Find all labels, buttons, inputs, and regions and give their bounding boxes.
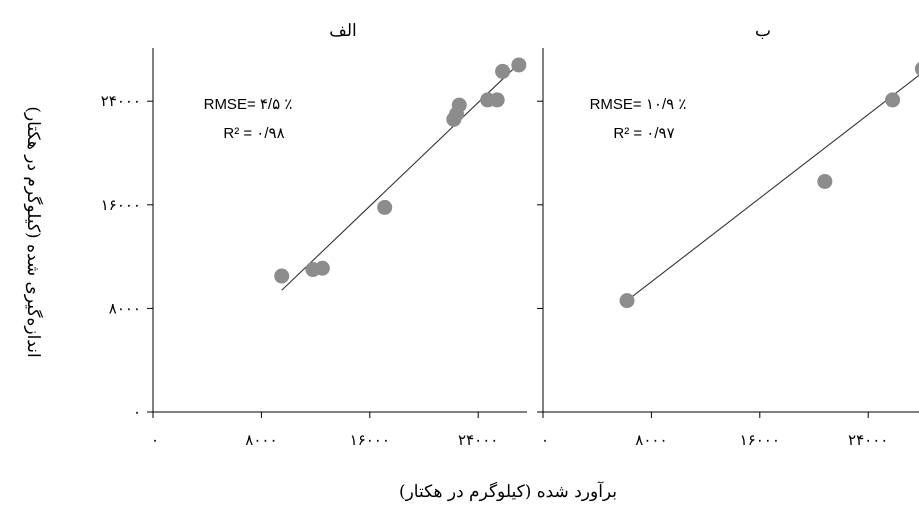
panel-1-rmse-label: RMSE= ۴/۵ ٪ (204, 96, 293, 113)
panel-2-data-point (817, 173, 833, 189)
panel-title-1: الف (329, 21, 357, 41)
panel-1-data-point (377, 199, 393, 215)
panel-2-fit-line (626, 74, 919, 302)
panel-1-data-point (314, 260, 330, 276)
panel-2-x-tick-label-3: ۲۴۰۰۰ (848, 431, 888, 449)
panel-1-x-tick-label-2: ۱۶۰۰۰ (350, 431, 390, 449)
panel-2-data-point (619, 293, 635, 309)
panel-2-rmse-label: RMSE= ۱۰/۹ ٪ (590, 96, 687, 113)
panel-2-data-point (914, 62, 919, 76)
panel-2-x-tick-label-0: ۰ (541, 431, 549, 449)
y-tick-label-2: ۱۶۰۰۰ (101, 196, 141, 214)
panel-1-x-tick-label-1: ۸۰۰۰ (245, 431, 277, 449)
panel-1-fit-line (281, 63, 520, 291)
y-tick-label-0: ۰ (133, 403, 141, 421)
panel-2-data-point (885, 92, 901, 108)
panel-2-x-tick-label-2: ۱۶۰۰۰ (740, 431, 780, 449)
panel-1-data-point (511, 57, 527, 73)
y-tick-label-3: ۲۴۰۰۰ (101, 92, 141, 110)
panel-title-2: ب (755, 21, 771, 41)
panel-1-data-point (451, 97, 467, 113)
panel-1-data-point (495, 63, 511, 79)
panel-2-r2-label: R² = ۰/۹۷ (613, 125, 674, 142)
panel-1-data-point (274, 268, 290, 284)
panel-1-data-point (489, 92, 505, 108)
x-axis-title: برآورد شده (کیلوگرم در هکتار) (399, 480, 617, 502)
y-axis-title: اندازه‌گیری شده (کیلوگرم در هکتار) (23, 106, 44, 357)
panel-1-r2-label: R² = ۰/۹۸ (223, 125, 284, 142)
panel-1-x-tick-label-0: ۰ (151, 431, 159, 449)
panel-1-x-tick-label-3: ۲۴۰۰۰ (458, 431, 498, 449)
panel-2-x-tick-label-1: ۸۰۰۰ (635, 431, 667, 449)
y-tick-label-1: ۸۰۰۰ (109, 299, 141, 317)
